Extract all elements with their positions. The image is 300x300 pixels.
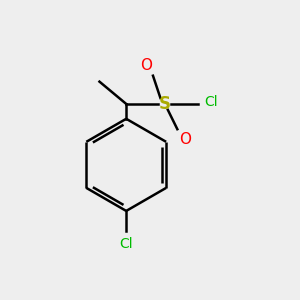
Text: O: O xyxy=(179,131,191,146)
Text: Cl: Cl xyxy=(204,94,218,109)
Text: S: S xyxy=(159,95,171,113)
Text: Cl: Cl xyxy=(119,237,133,251)
Text: O: O xyxy=(140,58,152,73)
